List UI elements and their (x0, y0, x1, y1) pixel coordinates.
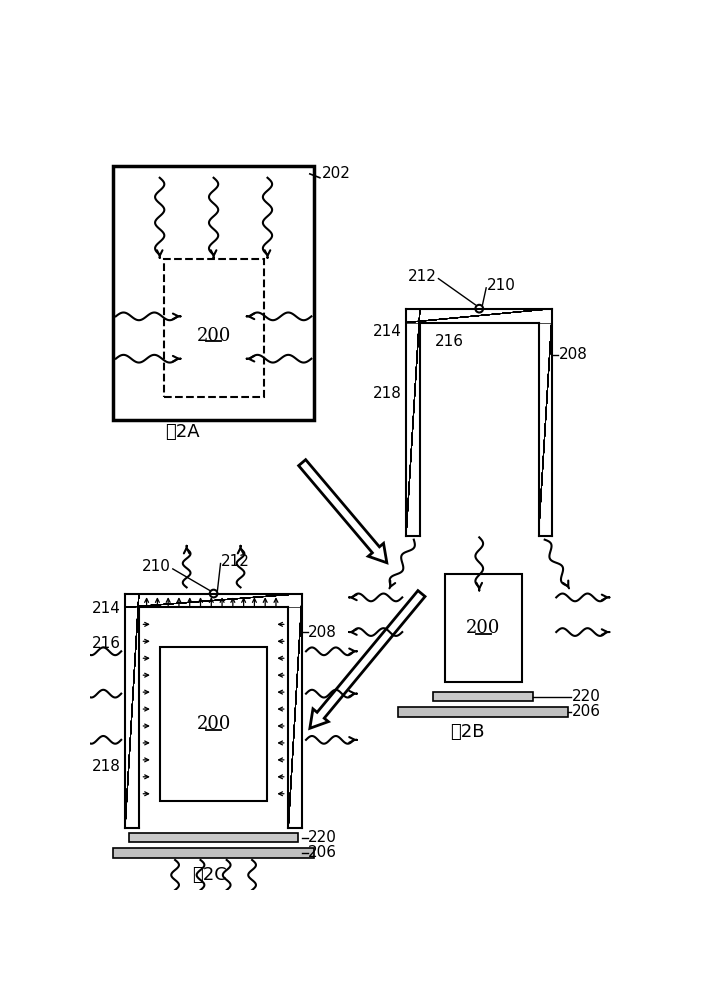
Text: 214: 214 (92, 601, 121, 616)
Text: 210: 210 (487, 278, 516, 293)
Text: 220: 220 (308, 830, 337, 845)
Text: 208: 208 (308, 625, 337, 640)
Bar (289, 594, 302, 828)
Bar (129, 833, 298, 842)
Bar (113, 848, 313, 858)
Text: 220: 220 (571, 689, 601, 704)
Bar (125, 594, 302, 607)
Text: 208: 208 (559, 347, 588, 362)
Bar (539, 309, 552, 536)
Text: 图2B: 图2B (450, 723, 485, 741)
Text: 212: 212 (408, 269, 437, 284)
Text: 212: 212 (221, 554, 250, 569)
Text: 200: 200 (196, 327, 231, 345)
Bar (160, 647, 267, 801)
Text: 200: 200 (196, 715, 231, 733)
Bar (420, 323, 539, 536)
Text: 图2A: 图2A (165, 423, 200, 441)
Text: 218: 218 (92, 759, 121, 774)
Bar (406, 309, 420, 536)
Bar (398, 707, 568, 717)
Text: 图2C: 图2C (192, 866, 227, 884)
Bar (139, 607, 289, 828)
Text: 214: 214 (374, 324, 402, 339)
Text: 200: 200 (466, 619, 501, 637)
Text: 206: 206 (571, 704, 601, 719)
Text: 216: 216 (435, 334, 464, 349)
Text: 202: 202 (321, 166, 350, 181)
Bar (433, 692, 533, 701)
Text: 210: 210 (143, 559, 172, 574)
Bar (125, 594, 139, 828)
Circle shape (210, 590, 218, 597)
Circle shape (476, 305, 483, 312)
Bar (113, 166, 313, 420)
Text: 206: 206 (308, 845, 337, 860)
Bar (164, 259, 264, 397)
Bar (406, 309, 552, 323)
Text: 216: 216 (92, 636, 121, 651)
Text: 218: 218 (374, 386, 402, 401)
Bar (445, 574, 522, 682)
